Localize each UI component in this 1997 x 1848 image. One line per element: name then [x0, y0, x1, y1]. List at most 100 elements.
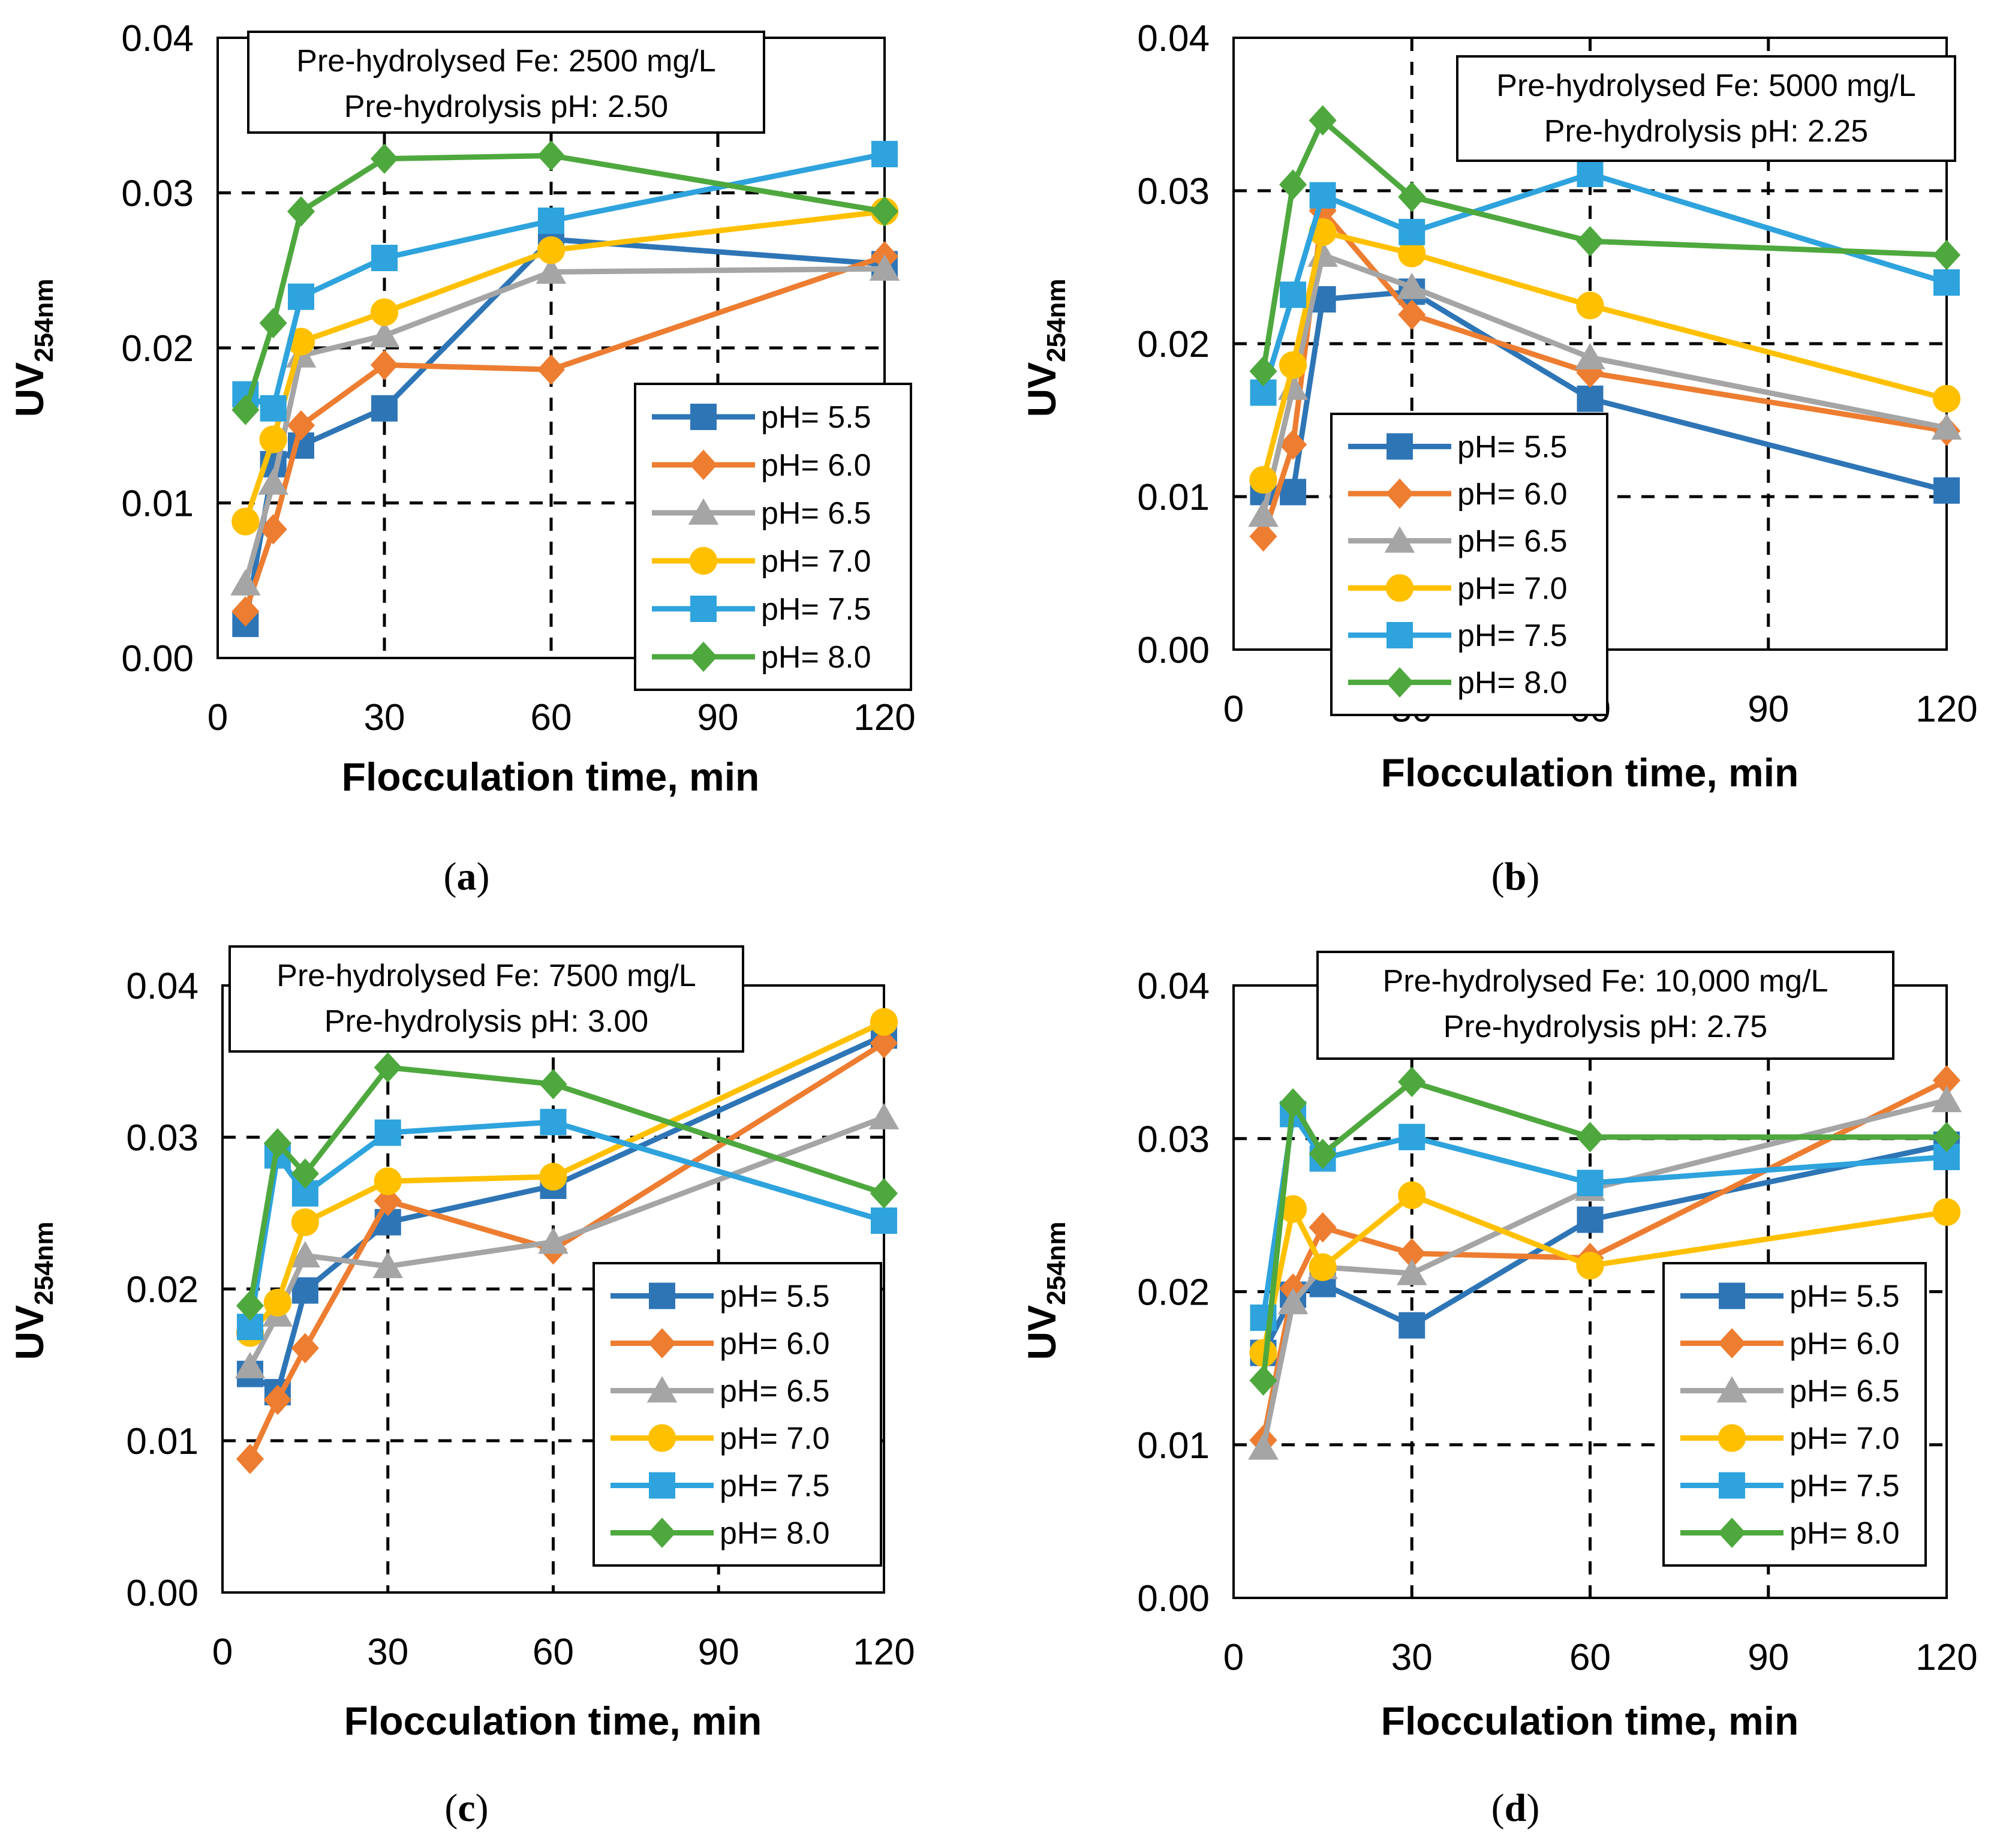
legend: pH= 5.5 pH= 6.0 pH= 6.5 pH= 7.0 pH= 7.5 pH= 8… — [1330, 413, 1608, 716]
series-line — [1261, 1098, 1948, 1449]
annotation-line: Pre-hydrolysis pH: 3.00 — [324, 1004, 648, 1039]
data-point — [1932, 1122, 1961, 1152]
annotation-line: Pre-hydrolysis pH: 2.75 — [1443, 1009, 1767, 1044]
x-tick-label: 0 — [1223, 689, 1244, 730]
series-line — [1261, 118, 1947, 372]
data-point — [871, 1207, 897, 1234]
data-point — [1577, 385, 1604, 412]
legend-item: pH= 5.5 — [1348, 429, 1568, 464]
series-group — [1248, 105, 1962, 552]
y-axis-title: UV254nm — [1019, 278, 1071, 417]
legend-swatch-marker — [689, 449, 718, 480]
panel-caption: (b) — [1491, 855, 1540, 899]
y-axis-title: UV254nm — [7, 1221, 59, 1360]
legend-label: pH= 8.0 — [761, 640, 871, 675]
data-point — [1398, 1238, 1426, 1269]
y-tick-label: 0.04 — [1137, 966, 1210, 1007]
data-point — [871, 140, 898, 167]
data-point — [236, 1444, 264, 1474]
annotation-line: Pre-hydrolysed Fe: 5000 mg/L — [1496, 68, 1915, 103]
data-point — [1249, 465, 1277, 494]
y-axis-title: UV254nm — [7, 278, 59, 417]
series-line — [243, 209, 885, 522]
data-point — [537, 236, 566, 265]
y-tick-label: 0.04 — [121, 18, 194, 59]
caption-letter: d — [1505, 1786, 1527, 1830]
legend-label: pH= 5.5 — [761, 400, 871, 435]
x-tick-label: 30 — [367, 1631, 408, 1673]
y-tick-label: 0.04 — [1137, 18, 1210, 59]
legend-label: pH= 7.5 — [1457, 618, 1568, 653]
chart-panel-a: 0.00 0.01 0.02 0.03 0.04 0 30 60 90 120 Flocculati… — [7, 18, 916, 899]
legend-item: pH= 6.0 — [652, 448, 871, 483]
y-axis-title-main: UV — [7, 362, 52, 417]
data-point — [370, 350, 399, 380]
legend-swatch-marker — [1716, 1376, 1748, 1403]
x-tick-label: 120 — [853, 1631, 915, 1673]
data-point — [287, 410, 315, 441]
panel-caption: (d) — [1491, 1786, 1540, 1830]
data-point — [1932, 1198, 1961, 1226]
legend-swatch-marker — [1387, 433, 1413, 460]
legend: pH= 5.5 pH= 6.0 pH= 6.5 pH= 7.0 pH= 7.5 pH= 8… — [634, 383, 912, 691]
series-6.0 — [231, 241, 899, 627]
data-point — [259, 514, 287, 545]
legend-border — [1662, 1262, 1927, 1567]
legend-label: pH= 7.5 — [1790, 1469, 1900, 1504]
data-point — [1277, 1288, 1309, 1315]
data-point — [536, 257, 567, 284]
x-tick-label: 0 — [207, 697, 228, 738]
x-axis-title: Flocculation time, min — [1381, 750, 1799, 795]
x-tick-label: 60 — [533, 1631, 574, 1673]
x-tick-label: 30 — [1391, 1637, 1433, 1678]
series-6.0 — [236, 1027, 898, 1474]
data-point — [1577, 160, 1604, 187]
x-tick-label: 0 — [212, 1631, 233, 1673]
series-line — [1261, 208, 1947, 537]
x-axis-title: Flocculation time, min — [342, 755, 760, 799]
data-point — [263, 1128, 292, 1159]
legend-label: pH= 6.5 — [720, 1374, 830, 1409]
data-point — [234, 1351, 266, 1378]
legend-item: pH= 8.0 — [610, 1516, 830, 1551]
y-axis-title-subscript: 254nm — [1042, 278, 1071, 362]
data-point — [1398, 1123, 1425, 1150]
legend-border — [593, 1262, 882, 1567]
data-point — [1396, 272, 1427, 299]
legend-swatch-marker — [648, 1328, 676, 1359]
legend-item: pH= 6.5 — [652, 496, 871, 531]
legend-item: pH= 6.5 — [1680, 1374, 1900, 1409]
legend-label: pH= 6.5 — [1790, 1374, 1900, 1409]
data-point — [539, 1069, 567, 1099]
series-line — [1261, 229, 1948, 481]
data-point — [1249, 1365, 1277, 1396]
caption-paren: ) — [476, 1786, 489, 1830]
series-group — [234, 1008, 900, 1474]
data-point — [1398, 1066, 1426, 1098]
data-point — [1280, 281, 1307, 308]
x-tick-label: 30 — [364, 697, 405, 738]
data-point — [1931, 1086, 1962, 1113]
y-tick-label: 0.03 — [121, 173, 194, 215]
y-axis-title-main: UV — [1019, 1305, 1064, 1360]
legend-swatch-marker — [646, 1376, 678, 1403]
data-point — [374, 1167, 402, 1195]
data-point — [1309, 182, 1336, 209]
data-point — [287, 196, 315, 227]
data-point — [1396, 1258, 1427, 1285]
legend-label: pH= 8.0 — [1790, 1516, 1900, 1551]
y-tick-label: 0.04 — [126, 966, 199, 1007]
legend-label: pH= 5.5 — [1457, 429, 1568, 464]
data-point — [291, 1277, 318, 1304]
legend-swatch-marker — [1718, 1328, 1746, 1359]
data-point — [1398, 239, 1426, 268]
caption-paren: ( — [444, 855, 457, 899]
data-point — [1576, 1252, 1604, 1280]
annotation-border — [1456, 55, 1956, 162]
legend-swatch-marker — [1385, 667, 1414, 698]
legend-item: pH= 7.5 — [652, 592, 871, 627]
y-tick-label: 0.02 — [126, 1269, 199, 1311]
data-point — [1398, 1312, 1425, 1339]
x-tick-label: 90 — [1748, 1637, 1789, 1678]
annotation-border — [247, 31, 765, 134]
